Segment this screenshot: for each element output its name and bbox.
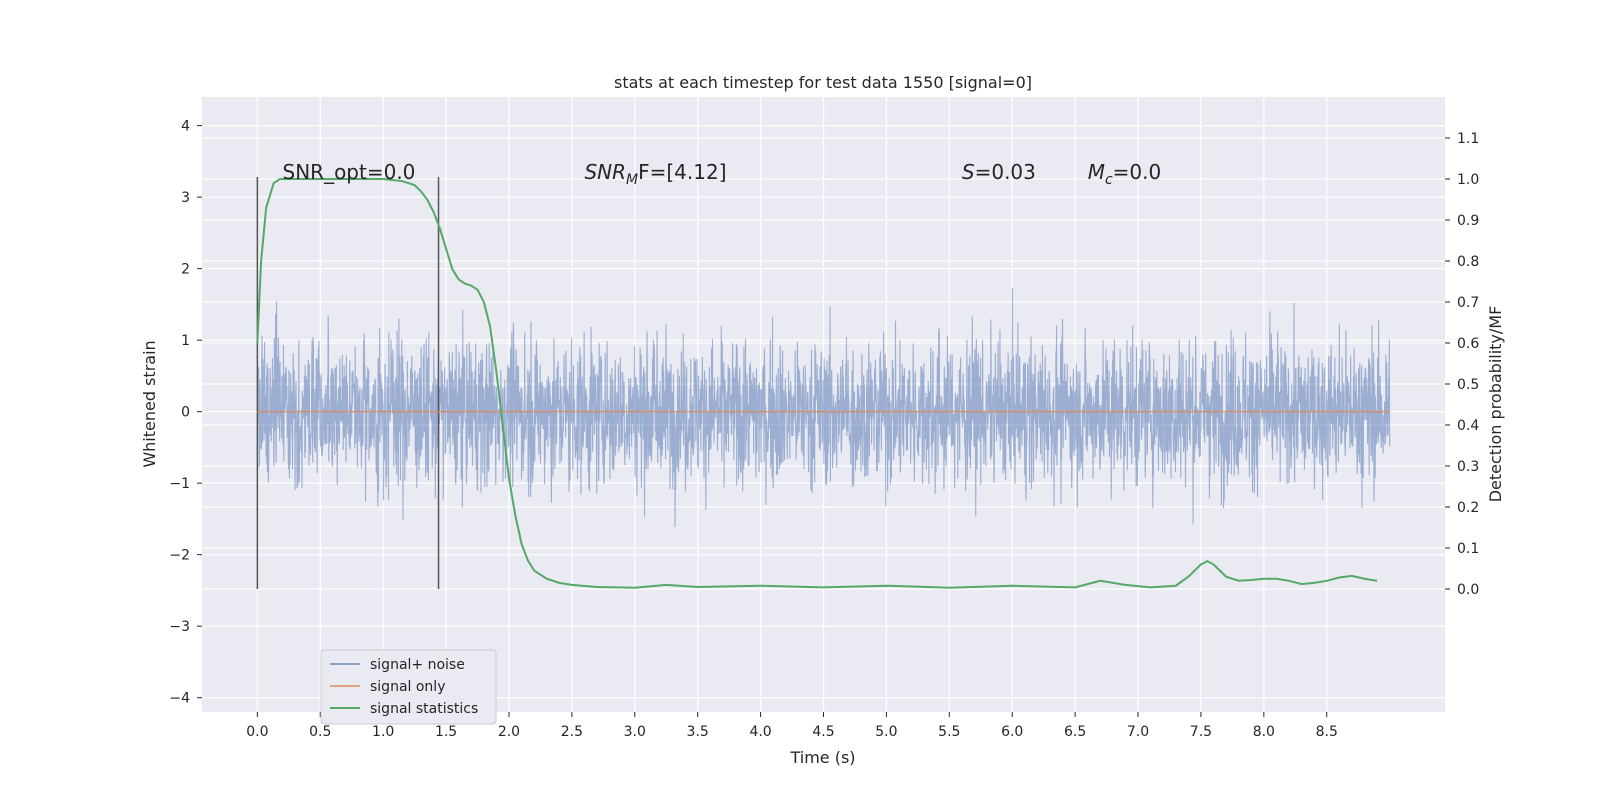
series-lines bbox=[256, 178, 1390, 589]
y-axis-label: Whitened strain bbox=[140, 340, 159, 467]
y-right-tick-label: 0.7 bbox=[1457, 295, 1479, 311]
y-tick-label: 0 bbox=[181, 405, 190, 421]
y-tick-label: 3 bbox=[181, 190, 190, 206]
x-tick-label: 8.5 bbox=[1316, 724, 1338, 740]
x-tick-label: 1.0 bbox=[372, 724, 394, 740]
y-right-tick-label: 0.0 bbox=[1457, 582, 1479, 598]
y-right-tick-label: 0.2 bbox=[1457, 500, 1479, 516]
y-tick-label: 2 bbox=[181, 262, 190, 278]
x-tick-label: 7.0 bbox=[1127, 724, 1149, 740]
y-right-tick-label: 0.8 bbox=[1457, 254, 1479, 270]
legend: signal+ noise signal only signal statistic… bbox=[320, 649, 497, 725]
x-tick-label: 4.5 bbox=[812, 724, 834, 740]
y-tick-label: −4 bbox=[169, 691, 190, 707]
y-right-tick-label: 0.6 bbox=[1457, 336, 1479, 352]
series-signal-noise bbox=[256, 287, 1391, 528]
annotation: SNR_opt=0.0 bbox=[283, 160, 416, 184]
y-right-tick-label: 0.4 bbox=[1457, 418, 1479, 434]
legend-label: signal+ noise bbox=[370, 657, 465, 673]
legend-box bbox=[320, 649, 497, 725]
chart-title: stats at each timestep for test data 155… bbox=[614, 73, 1032, 92]
x-tick-label: 3.5 bbox=[687, 724, 709, 740]
y-right-tick-label: 0.5 bbox=[1457, 377, 1479, 393]
x-tick-label: 3.0 bbox=[624, 724, 646, 740]
x-tick-label: 2.0 bbox=[498, 724, 520, 740]
y-right-tick-label: 0.3 bbox=[1457, 459, 1479, 475]
y-right-tick-label: 0.1 bbox=[1457, 541, 1479, 557]
y-axis-ticks: −4 −3 −2 −1 0 1 2 3 4 bbox=[169, 119, 202, 707]
y-tick-label: 1 bbox=[181, 333, 190, 349]
x-tick-label: 1.5 bbox=[435, 724, 457, 740]
series-line-signal-noise bbox=[256, 287, 1391, 528]
x-tick-label: 6.0 bbox=[1001, 724, 1023, 740]
x-tick-label: 8.0 bbox=[1253, 724, 1275, 740]
annotations: SNR_opt=0.0 SNRMF=[4.12] S=0.03 Mc=0.0 bbox=[283, 160, 1162, 188]
annotation: S=0.03 bbox=[962, 160, 1036, 184]
x-tick-label: 5.0 bbox=[875, 724, 897, 740]
y-axis-right-label: Detection probability/MF bbox=[1486, 306, 1505, 503]
x-tick-label: 4.0 bbox=[749, 724, 771, 740]
annotation: SNRMF=[4.12] bbox=[584, 160, 726, 188]
x-tick-label: 7.5 bbox=[1190, 724, 1212, 740]
x-axis-ticks: 0.0 0.5 1.0 1.5 2.0 2.5 3.0 3.5 4.0 4.5 5.0 5.5 6.0 6… bbox=[246, 712, 1338, 740]
y-tick-label: 4 bbox=[181, 119, 190, 135]
y-right-tick-label: 1.0 bbox=[1457, 172, 1479, 188]
x-tick-label: 2.5 bbox=[561, 724, 583, 740]
x-tick-label: 5.5 bbox=[938, 724, 960, 740]
x-tick-label: 6.5 bbox=[1064, 724, 1086, 740]
y-tick-label: −3 bbox=[169, 619, 190, 635]
annotation: Mc=0.0 bbox=[1088, 160, 1162, 188]
legend-label: signal only bbox=[370, 679, 445, 695]
x-tick-label: 0.0 bbox=[246, 724, 268, 740]
legend-label: signal statistics bbox=[370, 701, 478, 717]
y-tick-label: −1 bbox=[169, 476, 190, 492]
y-tick-label: −2 bbox=[169, 548, 190, 564]
series-line-signal-statistics bbox=[256, 178, 1378, 589]
x-axis-label: Time (s) bbox=[789, 748, 855, 767]
y-right-tick-label: 1.1 bbox=[1457, 131, 1479, 147]
y-axis-right-ticks: 0.0 0.1 0.2 0.3 0.4 0.5 0.6 0.7 0.8 0.9 1.0 1.1 bbox=[1445, 131, 1479, 598]
x-tick-label: 0.5 bbox=[309, 724, 331, 740]
y-right-tick-label: 0.9 bbox=[1457, 213, 1479, 229]
vertical-markers bbox=[256, 177, 440, 589]
